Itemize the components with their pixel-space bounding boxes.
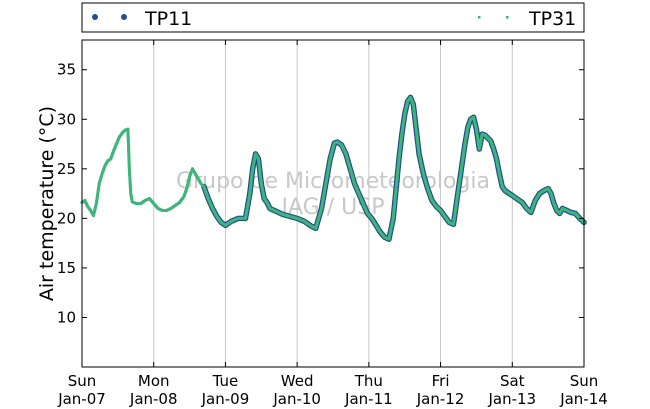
x-tick-label: Tue [212, 372, 239, 390]
plot-frame [81, 39, 585, 368]
legend-tp31-label: TP31 [528, 8, 576, 30]
y-axis-label: Air temperature (°C) [36, 106, 58, 301]
legend-box [81, 2, 585, 33]
legend-tp11-marker [121, 14, 127, 20]
x-tick-label: Jan-07 [57, 390, 106, 408]
legend-tp11-marker [92, 14, 98, 20]
y-tick-label: 35 [57, 61, 76, 79]
watermark-line-1: Grupo de Micrometeorologia [176, 169, 490, 194]
x-tick-label: Jan-09 [201, 390, 250, 408]
x-tick-label: Mon [138, 372, 170, 390]
x-tick-label: Jan-11 [344, 390, 393, 408]
legend-tp11-label: TP11 [144, 8, 192, 30]
x-tick-label: Jan-12 [416, 390, 465, 408]
y-tick-label: 20 [57, 209, 76, 227]
x-tick-label: Thu [354, 372, 383, 390]
y-axis: 10 15 20 25 30 35 [57, 61, 584, 326]
x-tick-label: Jan-10 [272, 390, 321, 408]
x-tick-label: Jan-08 [129, 390, 178, 408]
grid [153, 40, 513, 367]
series-tp31-overlay [80, 95, 586, 241]
x-tick-label: Sat [500, 372, 525, 390]
x-axis: SunJan-07MonJan-08TueJan-09WedJan-10ThuJ… [57, 40, 608, 408]
y-tick-label: 25 [57, 160, 76, 178]
x-tick-label: Wed [281, 372, 314, 390]
x-tick-label: Sun [570, 372, 599, 390]
y-tick-label: 15 [57, 259, 76, 277]
x-tick-label: Sun [68, 372, 97, 390]
legend-tp31-marker [478, 16, 481, 19]
x-tick-label: Jan-14 [559, 390, 608, 408]
legend-tp31-marker [506, 16, 509, 19]
watermark: Grupo de Micrometeorologia IAG / USP [176, 169, 490, 220]
x-tick-label: Fri [432, 372, 450, 390]
y-tick-label: 30 [57, 110, 76, 128]
y-tick-label: 10 [57, 308, 76, 326]
x-tick-label: Jan-13 [487, 390, 536, 408]
plot-area [82, 40, 584, 367]
